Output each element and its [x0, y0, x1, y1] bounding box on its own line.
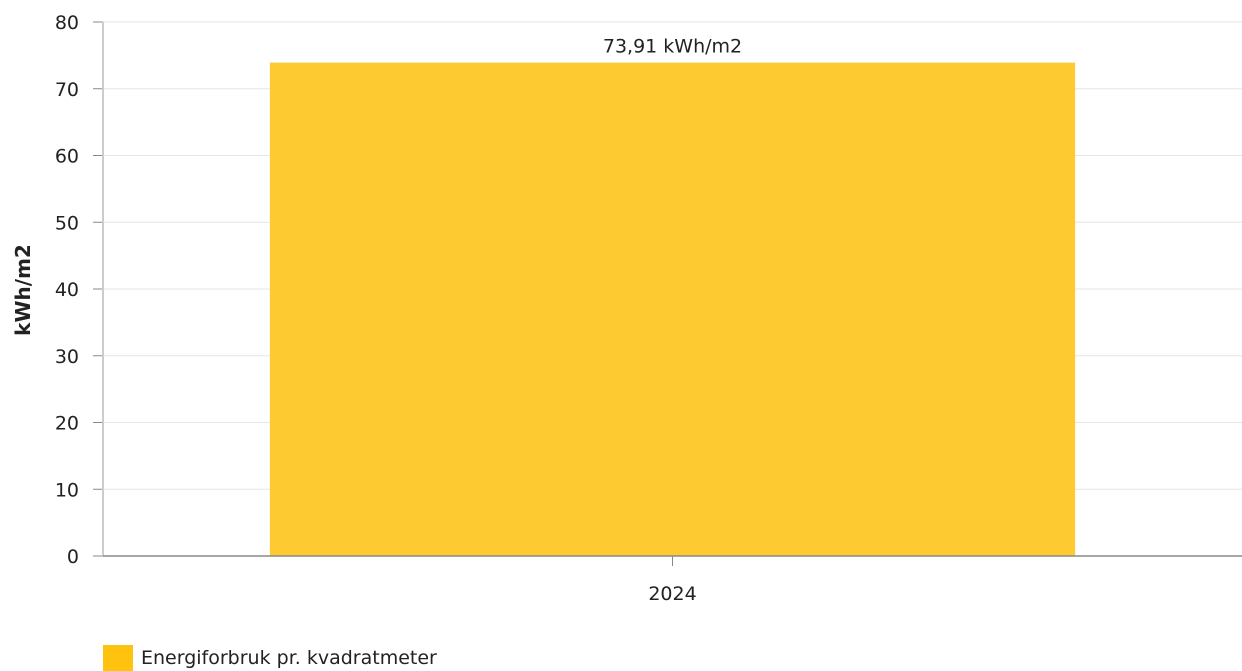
y-tick-label: 30: [55, 346, 79, 368]
y-tick-label: 70: [55, 79, 79, 101]
data-label: 73,91 kWh/m2: [603, 36, 742, 58]
bar: [269, 62, 1076, 556]
y-tick-label: 20: [55, 413, 79, 435]
y-tick-label: 40: [55, 279, 79, 301]
legend-swatch: [103, 645, 133, 671]
legend[interactable]: Energiforbruk pr. kvadratmeter: [103, 645, 437, 671]
x-axis: 2024: [103, 555, 1242, 605]
y-axis-title: kWh/m2: [11, 244, 35, 336]
y-tick-label: 60: [55, 146, 79, 168]
y-tick-label: 80: [55, 12, 79, 34]
y-tick-label: 50: [55, 212, 79, 234]
x-tick-label: 2024: [648, 583, 696, 605]
legend-label: Energiforbruk pr. kvadratmeter: [141, 647, 437, 669]
y-tick-label: 10: [55, 479, 79, 501]
bars: 73,91 kWh/m2: [269, 36, 1076, 556]
y-tick-label: 0: [67, 546, 79, 568]
y-axis: 0 10 20 30 40 50 60 70 80: [55, 12, 104, 568]
bar-chart: 0 10 20 30 40 50 60 70 80 73,91 kWh/m2 2024 kWh/…: [11, 12, 1242, 605]
